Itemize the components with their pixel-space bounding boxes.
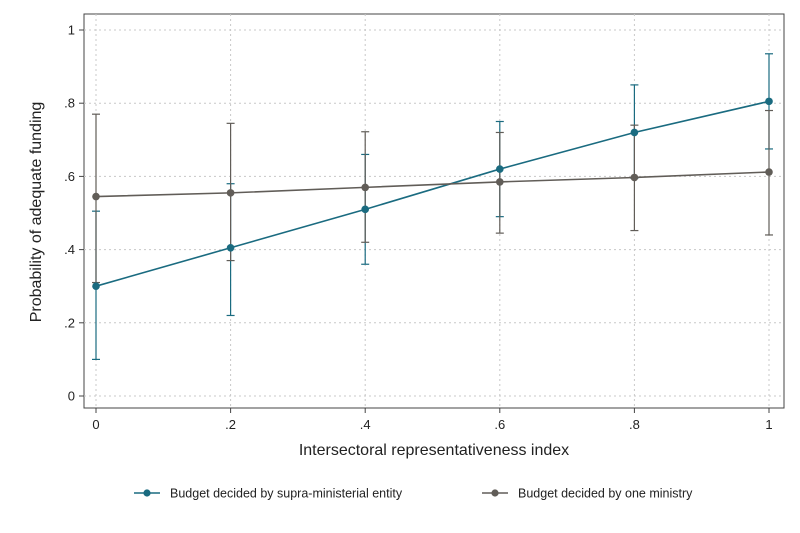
data-points xyxy=(92,97,773,291)
data-point xyxy=(361,205,370,214)
series-line xyxy=(95,171,770,198)
y-tick-label: .2 xyxy=(64,315,75,330)
data-point xyxy=(630,128,639,137)
data-point xyxy=(226,189,235,197)
legend-swatch-marker-0 xyxy=(143,489,151,497)
legend-swatch-marker-1 xyxy=(491,489,499,497)
data-point xyxy=(496,178,504,186)
x-tick-label: .2 xyxy=(225,417,236,432)
series-line xyxy=(95,100,770,287)
axes: 0 .2 .4 .6 .8 1 0 .2 .4 .6 .8 1 xyxy=(64,23,772,433)
plot-area xyxy=(83,13,785,409)
x-tick-label: .8 xyxy=(629,417,640,432)
y-tick-label: .6 xyxy=(64,169,75,184)
data-point xyxy=(226,243,235,252)
data-point xyxy=(765,168,773,176)
series-lines xyxy=(95,100,770,287)
y-axis-title: Probability of adequate funding xyxy=(28,102,45,323)
data-point xyxy=(630,173,639,182)
legend-label-1: Budget decided by one ministry xyxy=(518,487,693,501)
legend: Budget decided by supra-ministerial enti… xyxy=(134,487,693,501)
data-point xyxy=(496,165,504,173)
y-tick-label: .8 xyxy=(64,96,75,111)
y-tick-label: 1 xyxy=(68,23,75,38)
data-point xyxy=(92,282,100,291)
data-point xyxy=(765,97,773,106)
legend-label-0: Budget decided by supra-ministerial enti… xyxy=(170,487,403,501)
x-axis-title: Intersectoral representativeness index xyxy=(299,442,569,459)
x-tick-label: 0 xyxy=(92,417,99,432)
y-tick-label: 0 xyxy=(68,389,75,404)
data-point xyxy=(92,192,100,201)
x-tick-label: .4 xyxy=(360,417,371,432)
x-tick-label: .6 xyxy=(494,417,505,432)
x-tick-label: 1 xyxy=(765,417,772,432)
y-tick-label: .4 xyxy=(64,242,75,257)
data-point xyxy=(361,183,370,192)
